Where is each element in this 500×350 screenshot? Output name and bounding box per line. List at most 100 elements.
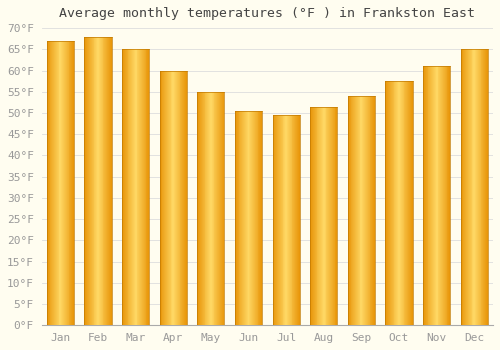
Bar [299, 115, 300, 326]
Bar [397, 81, 398, 326]
Bar [253, 111, 254, 326]
Bar [430, 66, 431, 326]
Bar [425, 66, 426, 326]
Bar [250, 111, 251, 326]
Bar [73, 41, 74, 326]
Bar [244, 111, 245, 326]
Bar [475, 49, 476, 326]
Bar [183, 71, 184, 326]
Bar [328, 107, 329, 326]
Bar [406, 81, 407, 326]
Bar [104, 36, 105, 326]
Bar [160, 71, 162, 326]
Bar [364, 96, 365, 326]
Bar [47, 41, 48, 326]
Bar [333, 107, 334, 326]
Bar [237, 111, 238, 326]
Bar [478, 49, 479, 326]
Bar [210, 92, 211, 326]
Bar [409, 81, 410, 326]
Bar [66, 41, 68, 326]
Bar [186, 71, 187, 326]
Bar [174, 71, 175, 326]
Bar [398, 81, 399, 326]
Bar [350, 96, 352, 326]
Bar [479, 49, 480, 326]
Bar [106, 36, 107, 326]
Bar [235, 111, 236, 326]
Bar [100, 36, 102, 326]
Bar [402, 81, 404, 326]
Bar [319, 107, 320, 326]
Bar [52, 41, 53, 326]
Bar [130, 49, 131, 326]
Bar [146, 49, 148, 326]
Bar [98, 36, 99, 326]
Bar [180, 71, 182, 326]
Bar [485, 49, 486, 326]
Bar [348, 96, 350, 326]
Bar [444, 66, 446, 326]
Bar [199, 92, 200, 326]
Bar [352, 96, 353, 326]
Bar [464, 49, 465, 326]
Bar [165, 71, 166, 326]
Bar [278, 115, 279, 326]
Bar [200, 92, 201, 326]
Bar [68, 41, 70, 326]
Bar [401, 81, 402, 326]
Bar [212, 92, 214, 326]
Bar [476, 49, 477, 326]
Bar [370, 96, 372, 326]
Bar [53, 41, 54, 326]
Bar [357, 96, 358, 326]
Bar [87, 36, 88, 326]
Bar [56, 41, 57, 326]
Bar [71, 41, 72, 326]
Bar [477, 49, 478, 326]
Bar [218, 92, 219, 326]
Bar [109, 36, 110, 326]
Bar [282, 115, 284, 326]
Bar [368, 96, 370, 326]
Bar [482, 49, 484, 326]
Bar [176, 71, 177, 326]
Bar [60, 41, 62, 326]
Bar [277, 115, 278, 326]
Bar [198, 92, 199, 326]
Bar [65, 41, 66, 326]
Bar [182, 71, 183, 326]
Bar [219, 92, 220, 326]
Bar [432, 66, 433, 326]
Bar [469, 49, 470, 326]
Bar [468, 49, 469, 326]
Bar [486, 49, 487, 326]
Bar [148, 49, 149, 326]
Bar [175, 71, 176, 326]
Bar [256, 111, 258, 326]
Bar [423, 66, 424, 326]
Bar [123, 49, 124, 326]
Bar [89, 36, 90, 326]
Bar [138, 49, 140, 326]
Bar [284, 115, 285, 326]
Bar [220, 92, 221, 326]
Bar [136, 49, 138, 326]
Bar [99, 36, 100, 326]
Bar [204, 92, 206, 326]
Bar [363, 96, 364, 326]
Bar [466, 49, 467, 326]
Bar [124, 49, 125, 326]
Bar [474, 49, 475, 326]
Bar [426, 66, 428, 326]
Bar [433, 66, 434, 326]
Bar [323, 107, 324, 326]
Bar [70, 41, 71, 326]
Bar [92, 36, 94, 326]
Bar [332, 107, 333, 326]
Bar [443, 66, 444, 326]
Bar [206, 92, 208, 326]
Bar [243, 111, 244, 326]
Bar [289, 115, 290, 326]
Bar [222, 92, 224, 326]
